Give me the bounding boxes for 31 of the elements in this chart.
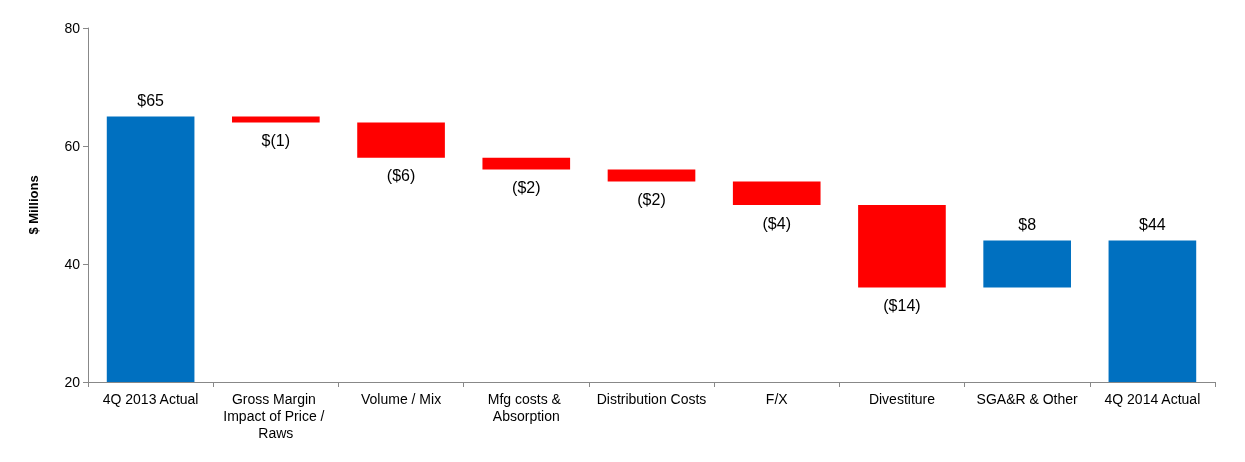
bar bbox=[106, 116, 195, 382]
data-label: ($2) bbox=[637, 190, 666, 208]
bar bbox=[983, 240, 1071, 288]
data-label: ($6) bbox=[386, 167, 416, 185]
x-tick-label: 4Q 2014 Actual bbox=[1104, 390, 1201, 407]
x-tick-label: Volume / Mix bbox=[360, 390, 442, 407]
bar bbox=[732, 181, 821, 205]
data-label: $44 bbox=[1139, 215, 1166, 233]
data-label: ($2) bbox=[512, 179, 541, 197]
y-tick-label: 80 bbox=[64, 20, 81, 36]
x-tick-label: 4Q 2013 Actual bbox=[102, 390, 199, 407]
bar bbox=[357, 122, 445, 158]
bar bbox=[858, 205, 946, 288]
y-tick-label: 40 bbox=[64, 256, 81, 272]
data-label: $65 bbox=[137, 92, 165, 109]
x-tick-label: F/X bbox=[765, 390, 789, 407]
x-tick-label: SGA&R & Other bbox=[976, 390, 1079, 407]
data-label: $8 bbox=[1018, 215, 1037, 233]
data-label: ($14) bbox=[883, 297, 921, 315]
y-tick-label: 60 bbox=[64, 138, 81, 154]
x-tick-label: Mfg costs & Absorption bbox=[487, 390, 565, 424]
bar bbox=[607, 169, 696, 182]
x-tick-label: Divestiture bbox=[868, 390, 936, 407]
y-tick-label: 20 bbox=[64, 374, 81, 390]
bar bbox=[482, 157, 571, 170]
y-axis-title: $ Millions bbox=[26, 175, 41, 235]
bar bbox=[1108, 240, 1197, 382]
data-label: ($4) bbox=[762, 214, 791, 232]
x-tick-label: Gross Margin Impact of Price / Raws bbox=[223, 390, 329, 441]
data-label: $(1) bbox=[261, 131, 291, 149]
x-tick-label: Distribution Costs bbox=[596, 390, 707, 407]
